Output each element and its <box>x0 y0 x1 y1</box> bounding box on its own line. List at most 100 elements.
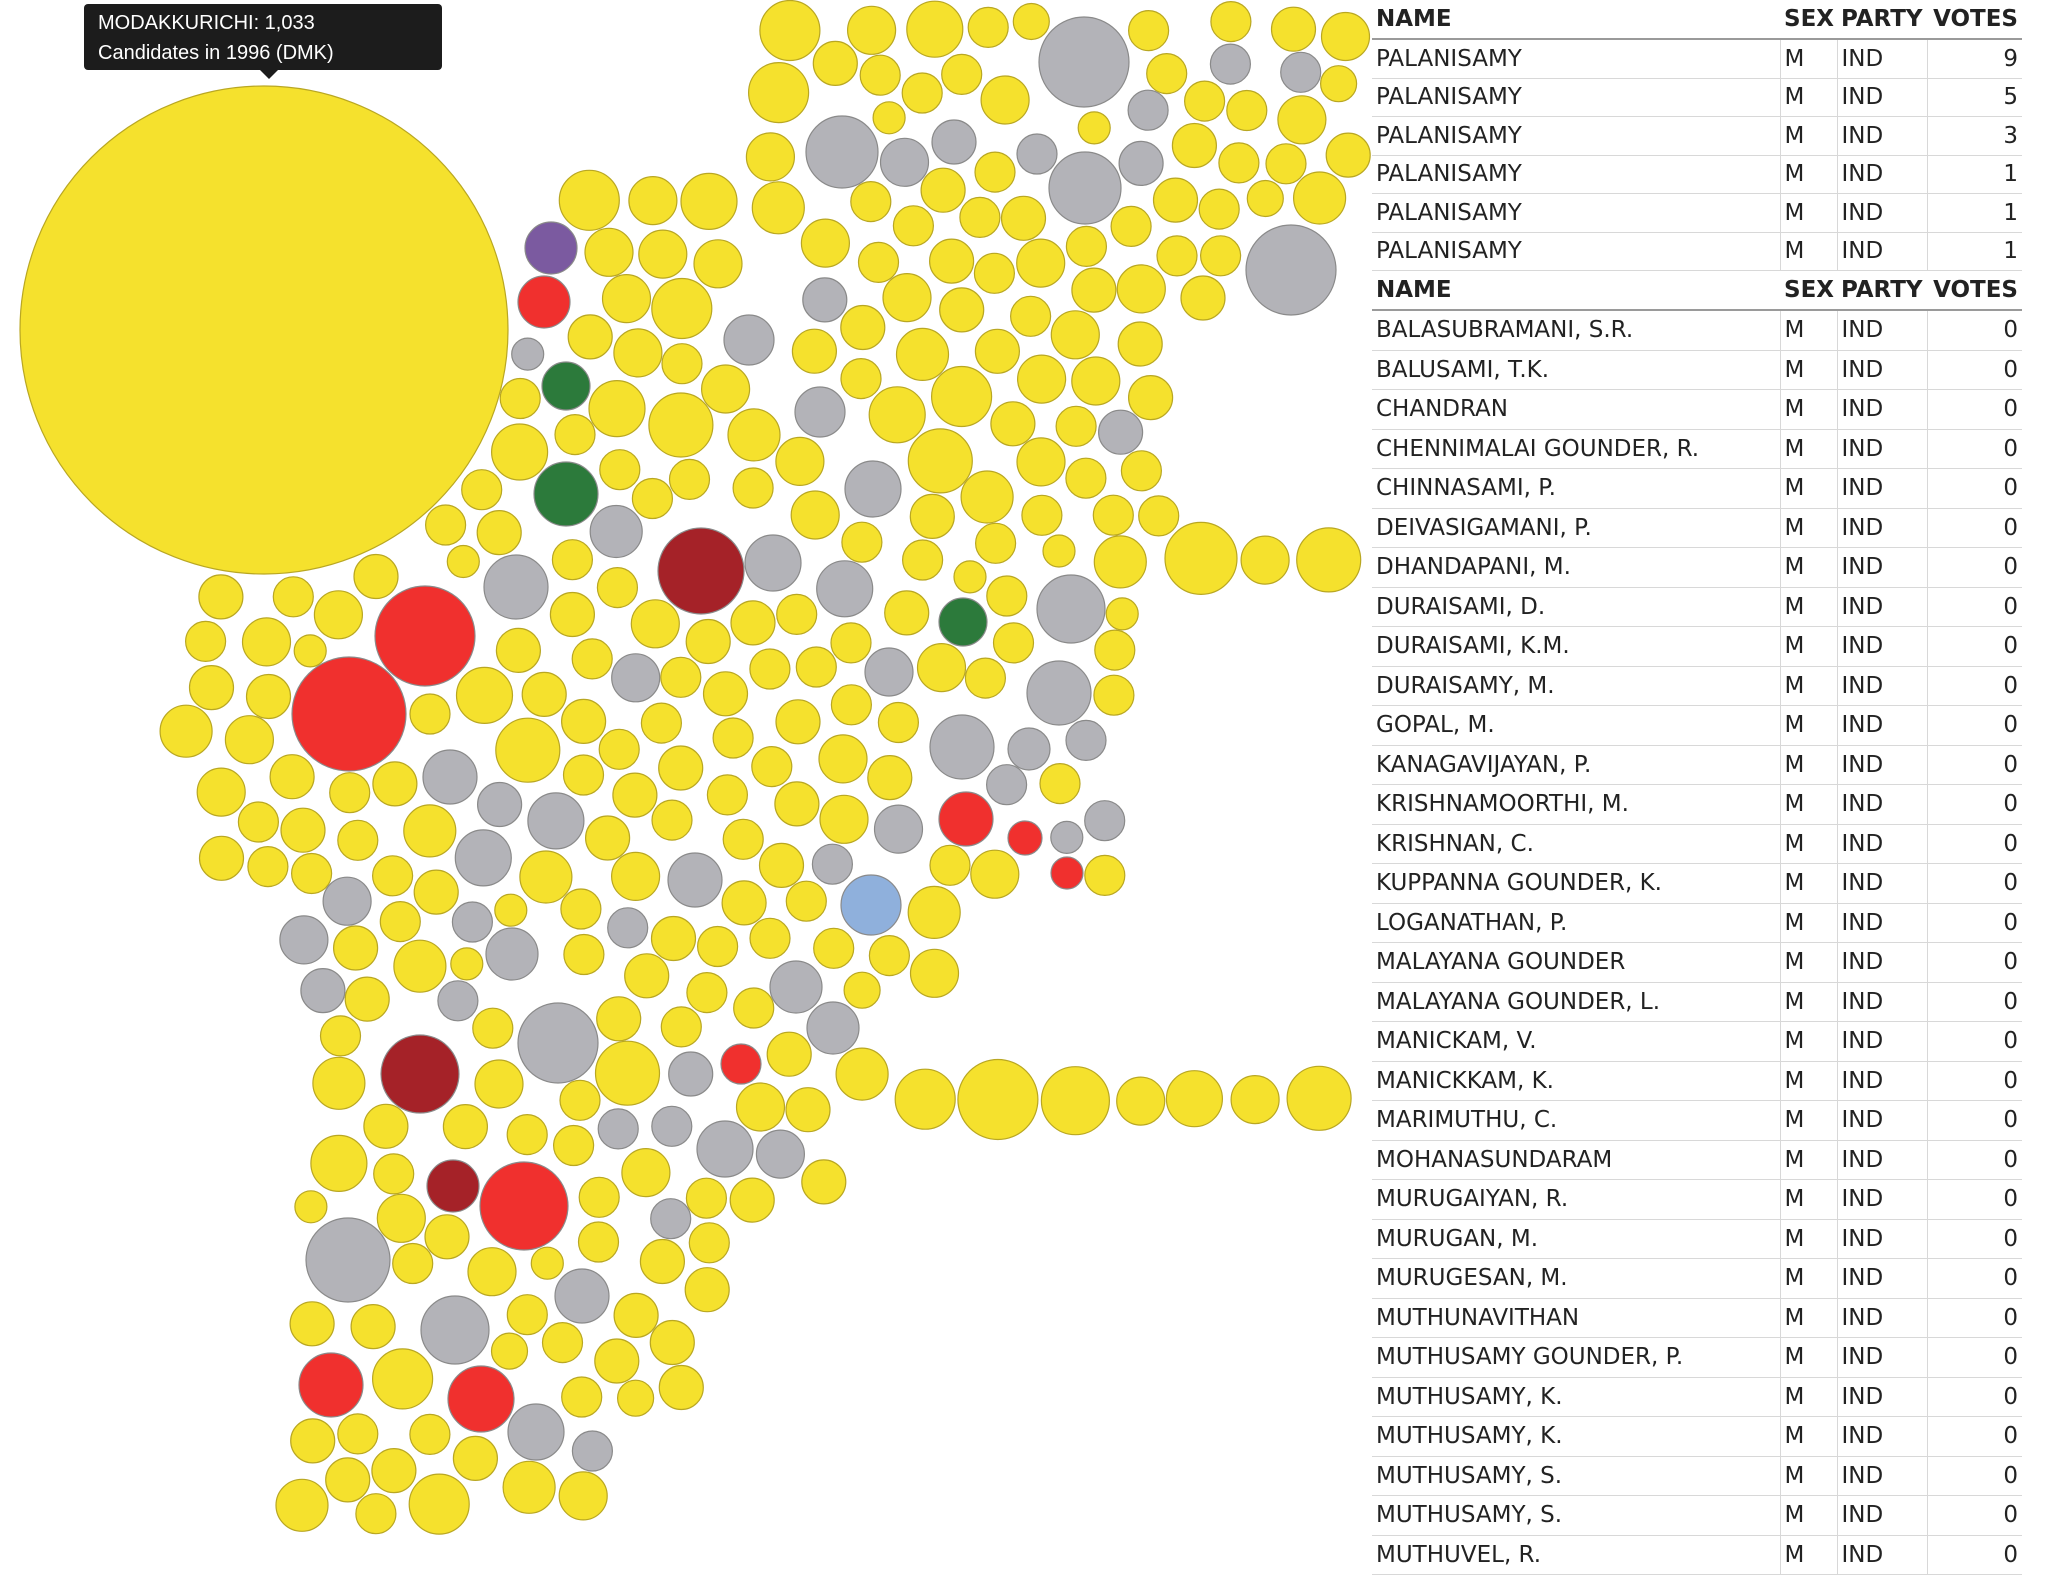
bubble-dmk[interactable] <box>224 715 274 765</box>
bubble-dmk[interactable] <box>660 656 702 698</box>
bubble-dmk[interactable] <box>1180 275 1226 321</box>
bubble-party-darkred[interactable] <box>426 1159 480 1213</box>
bubble-dmk[interactable] <box>892 205 935 247</box>
bubble-dmk[interactable] <box>1164 521 1238 596</box>
bubble-dmk[interactable] <box>612 772 658 818</box>
bubble-dmk[interactable] <box>198 835 245 881</box>
bubble-dmk[interactable] <box>729 1177 775 1223</box>
bubble-independent[interactable] <box>1280 51 1322 93</box>
bubble-dmk[interactable] <box>928 238 975 284</box>
bubble-dmk[interactable] <box>379 900 421 943</box>
bubble-dmk[interactable] <box>521 671 567 718</box>
bubble-dmk[interactable] <box>188 664 235 711</box>
bubble-independent[interactable] <box>437 980 479 1022</box>
bubble-independent[interactable] <box>651 1105 693 1147</box>
bubble-dmk[interactable] <box>290 1418 336 1464</box>
bubble-dmk[interactable] <box>450 947 484 981</box>
bubble-independent[interactable] <box>864 647 914 697</box>
bubble-dmk[interactable] <box>1226 89 1268 132</box>
bubble-dmk[interactable] <box>628 176 678 226</box>
bubble-dmk[interactable] <box>685 618 731 665</box>
bubble-dmk[interactable] <box>1042 534 1076 568</box>
bubble-dmk[interactable] <box>1016 437 1066 487</box>
bubble-dmk[interactable] <box>552 1124 595 1167</box>
bubble-dmk[interactable] <box>474 1059 524 1109</box>
bubble-dmk[interactable] <box>337 1413 379 1455</box>
bubble-dmk[interactable] <box>649 1319 695 1366</box>
bubble-independent[interactable] <box>571 1430 614 1472</box>
bubble-dmk[interactable] <box>1016 354 1067 404</box>
bubble-dmk[interactable] <box>494 893 528 927</box>
bubble-dmk[interactable] <box>877 701 920 744</box>
bubble-dmk[interactable] <box>960 470 1014 524</box>
bubble-independent[interactable] <box>527 792 585 850</box>
bubble-independent[interactable] <box>507 1403 565 1461</box>
header-name[interactable]: NAME <box>1372 271 1780 311</box>
bubble-dmk[interactable] <box>408 1473 470 1535</box>
bubble-dmk[interactable] <box>337 819 379 861</box>
bubble-dmk[interactable] <box>196 767 246 817</box>
bubble-dmk[interactable] <box>785 880 827 922</box>
bubble-dmk[interactable] <box>530 1246 564 1280</box>
bubble-dmk[interactable] <box>241 617 292 667</box>
bubble-dmk[interactable] <box>1165 1070 1224 1128</box>
bubble-dmk[interactable] <box>313 590 363 640</box>
bubble-dmk[interactable] <box>840 304 886 351</box>
bubble-dmk[interactable] <box>700 364 751 414</box>
bubble-dmk[interactable] <box>373 1153 415 1195</box>
bubble-party-purple[interactable] <box>524 221 578 275</box>
bubble-dmk[interactable] <box>393 939 447 993</box>
bubble-independent[interactable] <box>1050 820 1084 855</box>
bubble-dmk[interactable] <box>929 844 971 886</box>
bubble-dmk[interactable] <box>1198 188 1240 230</box>
bubble-dmk[interactable] <box>472 1007 514 1049</box>
bubble-independent[interactable] <box>485 927 539 981</box>
header-party[interactable]: PARTY <box>1837 0 1927 40</box>
bubble-independent[interactable] <box>597 1108 639 1150</box>
bubble-dmk[interactable] <box>957 1058 1039 1141</box>
bubble-dmk[interactable] <box>1146 52 1188 95</box>
bubble-independent[interactable] <box>744 534 802 592</box>
bubble-dmk[interactable] <box>409 1413 451 1456</box>
bubble-dmk[interactable] <box>818 734 868 784</box>
bubble-dmk[interactable] <box>442 1103 488 1150</box>
bubble-dmk[interactable] <box>648 392 714 458</box>
bubble-independent[interactable] <box>554 1268 610 1324</box>
bubble-dmk[interactable] <box>490 1332 529 1370</box>
bubble-dmk[interactable] <box>551 539 594 581</box>
bubble-dmk[interactable] <box>907 885 961 940</box>
bubble-dmk[interactable] <box>990 401 1036 447</box>
bubble-dmk[interactable] <box>293 634 327 668</box>
bubble-dmk[interactable] <box>355 1493 397 1535</box>
bubble-party-red[interactable] <box>1050 856 1084 890</box>
bubble-dmk[interactable] <box>638 229 688 279</box>
bubble-dmk[interactable] <box>560 698 607 745</box>
bubble-dmk[interactable] <box>953 560 987 594</box>
bubble-dmk[interactable] <box>1065 225 1108 267</box>
bubble-dmk[interactable] <box>272 576 314 618</box>
bubble-dmk[interactable] <box>1127 10 1170 52</box>
bubble-independent[interactable] <box>816 560 874 618</box>
bubble-dmk[interactable] <box>425 504 467 546</box>
bubble-dmk[interactable] <box>640 702 683 744</box>
bubble-dmk[interactable] <box>413 869 459 915</box>
bubble-dmk[interactable] <box>363 1103 409 1149</box>
bubble-dmk[interactable] <box>650 915 697 962</box>
bubble-dmk[interactable] <box>185 620 227 663</box>
bubble-dmk[interactable] <box>959 196 1001 238</box>
bubble-dmk[interactable] <box>350 1303 396 1350</box>
bubble-independent[interactable] <box>723 314 775 366</box>
bubble-dmk[interactable] <box>901 539 944 581</box>
bubble-dmk[interactable] <box>747 61 810 124</box>
bubble-independent[interactable] <box>668 1051 714 1097</box>
bubble-dmk[interactable] <box>1094 629 1136 671</box>
bubble-dmk[interactable] <box>751 181 805 235</box>
bubble-dmk[interactable] <box>621 1147 671 1198</box>
bubble-party-red[interactable] <box>517 275 571 329</box>
bubble-dmk[interactable] <box>613 328 663 378</box>
bubble-dmk[interactable] <box>1292 171 1347 225</box>
bubble-independent[interactable] <box>1084 800 1126 842</box>
bubble-dmk[interactable] <box>1071 267 1117 313</box>
bubble-dmk[interactable] <box>446 544 480 579</box>
bubble-party-red[interactable] <box>1007 820 1043 856</box>
